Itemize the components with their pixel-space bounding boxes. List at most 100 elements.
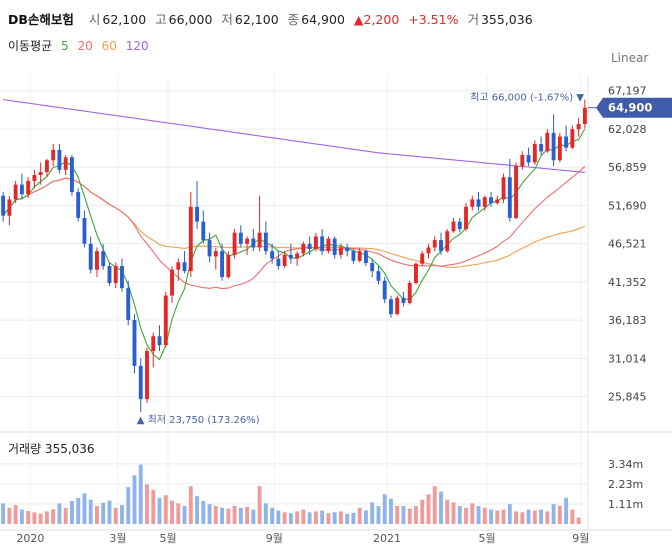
x-axis-label: 9월	[266, 532, 283, 545]
candle-body	[376, 271, 381, 281]
x-axis-label: 2021	[373, 532, 401, 545]
candle-body	[132, 319, 137, 366]
candle-body	[464, 206, 468, 230]
volume-bar	[195, 496, 199, 524]
candle-body	[113, 265, 118, 283]
volume-bar	[207, 504, 212, 524]
candle-body	[38, 172, 43, 176]
candle-body	[13, 184, 18, 200]
candle-body	[288, 254, 293, 259]
scale-toggle[interactable]: Linear	[611, 51, 649, 65]
volume-bar	[457, 506, 462, 524]
ma-60-label[interactable]: 60	[101, 39, 117, 53]
candle-body	[507, 177, 512, 218]
candle-body	[1, 195, 6, 216]
price-tick-label: 56,859	[608, 161, 647, 174]
candle-body	[489, 197, 493, 204]
volume-bar	[307, 512, 312, 524]
volume-bar	[426, 494, 431, 524]
candle-body	[101, 251, 106, 266]
ma-120-line	[3, 99, 585, 173]
x-axis-label: 5월	[478, 532, 495, 545]
volume-bar	[157, 497, 162, 524]
candle-body	[313, 236, 318, 249]
volume-bar	[395, 506, 400, 524]
candle-body	[357, 251, 362, 261]
open-label: 시	[88, 12, 101, 27]
candle-body	[232, 232, 237, 255]
candle-body	[238, 232, 243, 244]
volume-bar	[44, 511, 49, 524]
price-tick-label: 51,690	[608, 199, 647, 212]
current-price-box	[596, 97, 672, 118]
candle-body	[220, 251, 225, 278]
volume-bar	[232, 506, 237, 524]
candle-body	[120, 265, 124, 289]
volume-bar	[176, 503, 181, 524]
candle-body	[389, 299, 393, 315]
candle-body	[19, 184, 24, 195]
ma-5-label[interactable]: 5	[61, 39, 69, 53]
volume-bar	[170, 500, 174, 524]
candle-body	[332, 238, 337, 255]
candle-body	[482, 197, 487, 207]
volume-bar	[63, 507, 68, 524]
candle-body	[182, 262, 187, 272]
candle-body	[82, 217, 87, 244]
volume-bar	[301, 509, 306, 524]
ma-legend[interactable]: 이동평균 5 20 60 120	[8, 37, 154, 54]
volume-bar	[370, 502, 375, 524]
candle-body	[32, 175, 37, 181]
close-label: 종	[287, 12, 300, 27]
volume-bar	[7, 507, 12, 524]
candle-body	[257, 232, 262, 248]
volume-bar	[182, 506, 187, 524]
volume-bar	[351, 512, 356, 524]
volume-bar	[251, 509, 256, 524]
candle-body	[351, 251, 356, 261]
high-value: 66,000	[168, 12, 213, 27]
volume-label: 거	[467, 12, 479, 27]
candle-body	[251, 238, 256, 248]
volume-bar	[51, 509, 56, 524]
x-axis-label: 5월	[159, 532, 176, 545]
volume-bar	[326, 513, 331, 524]
volume-bar	[414, 506, 418, 524]
volume-tick-label: 1.11m	[608, 498, 643, 511]
volume-bar	[520, 512, 525, 524]
volume-bar	[107, 500, 112, 524]
price-tick-label: 62,028	[608, 123, 647, 136]
candle-body	[526, 155, 531, 163]
volume-bar	[382, 494, 387, 524]
candle-body	[51, 149, 56, 161]
candle-body	[426, 247, 431, 254]
candle-body	[138, 365, 143, 400]
candle-body	[539, 143, 544, 152]
candle-body	[445, 231, 450, 252]
candle-body	[295, 253, 300, 259]
candle-body	[338, 247, 343, 255]
candle-body	[176, 262, 181, 270]
volume-bar	[495, 510, 500, 524]
candle-body	[470, 199, 475, 207]
candle-body	[320, 236, 325, 252]
price-tick-label: 36,183	[608, 314, 647, 327]
price-tick-label: 41,352	[608, 276, 647, 289]
volume-bar	[120, 505, 124, 524]
volume-bar	[526, 509, 531, 524]
volume-bar	[489, 509, 493, 524]
high-label: 고	[155, 12, 167, 27]
ma-120-label[interactable]: 120	[125, 39, 149, 53]
candle-body	[407, 283, 412, 303]
volume-bar	[570, 509, 575, 524]
stock-header: DB손해보험 시 62,100 고 66,000 저 62,100 종 64,900 ▲…	[8, 9, 533, 28]
candle-body	[151, 336, 156, 352]
candle-body	[576, 123, 581, 130]
ma-20-label[interactable]: 20	[77, 39, 93, 53]
candle-body	[545, 132, 550, 152]
candle-body	[263, 232, 268, 252]
candle-body	[145, 351, 149, 400]
volume-bar	[276, 510, 281, 524]
volume-title: 거래량 355,036	[8, 442, 95, 456]
